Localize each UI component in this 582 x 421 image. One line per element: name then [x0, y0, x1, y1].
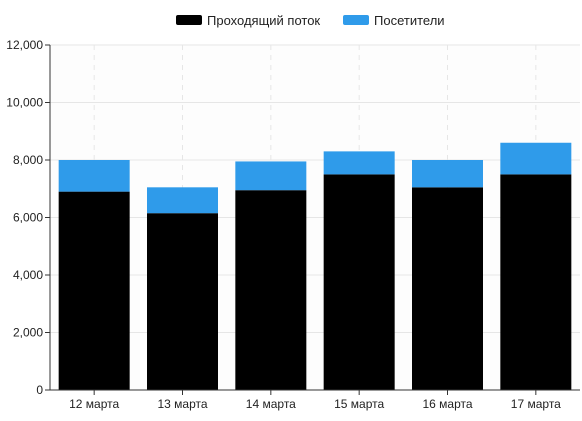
visitors-bar[interactable]	[58, 160, 130, 192]
y-tick-label: 0	[36, 383, 43, 397]
x-tick-label: 16 марта	[422, 397, 472, 411]
x-axis-ticks: 12 марта 13 марта 14 марта 15 марта 16 марта…	[69, 390, 561, 411]
visitors-bar[interactable]	[412, 160, 483, 188]
visitors-bar[interactable]	[500, 142, 572, 175]
legend-item[interactable]: Посетители	[343, 13, 445, 28]
walk-through-bar[interactable]	[323, 174, 395, 390]
visitors-bar[interactable]	[235, 161, 307, 191]
y-axis-ticks: 0 2,000 4,000 6,000 8,000 10,000 12,000	[6, 38, 50, 397]
x-tick-label: 14 марта	[246, 397, 296, 411]
legend[interactable]: Проходящий поток Посетители	[176, 13, 445, 28]
y-tick-label: 10,000	[6, 96, 43, 110]
y-tick-label: 4,000	[13, 268, 43, 282]
bars	[58, 142, 572, 390]
x-tick-label: 13 марта	[157, 397, 207, 411]
walk-through-bar[interactable]	[58, 191, 130, 390]
y-tick-label: 8,000	[13, 153, 43, 167]
walk-through-bar[interactable]	[412, 187, 483, 390]
x-tick-label: 12 марта	[69, 397, 119, 411]
legend-item[interactable]: Проходящий поток	[176, 13, 320, 28]
y-tick-label: 2,000	[13, 326, 43, 340]
legend-label: Проходящий поток	[207, 13, 320, 28]
visitors-bar[interactable]	[323, 151, 395, 175]
walk-through-bar[interactable]	[147, 213, 218, 390]
legend-label: Посетители	[374, 13, 445, 28]
y-tick-label: 6,000	[13, 211, 43, 225]
x-tick-label: 15 марта	[334, 397, 384, 411]
legend-swatch	[343, 15, 369, 25]
y-tick-label: 12,000	[6, 38, 43, 52]
legend-swatch	[176, 15, 202, 25]
visitors-bar[interactable]	[147, 187, 218, 214]
walk-through-bar[interactable]	[500, 174, 572, 390]
walk-through-bar[interactable]	[235, 190, 307, 390]
x-tick-label: 17 марта	[511, 397, 561, 411]
